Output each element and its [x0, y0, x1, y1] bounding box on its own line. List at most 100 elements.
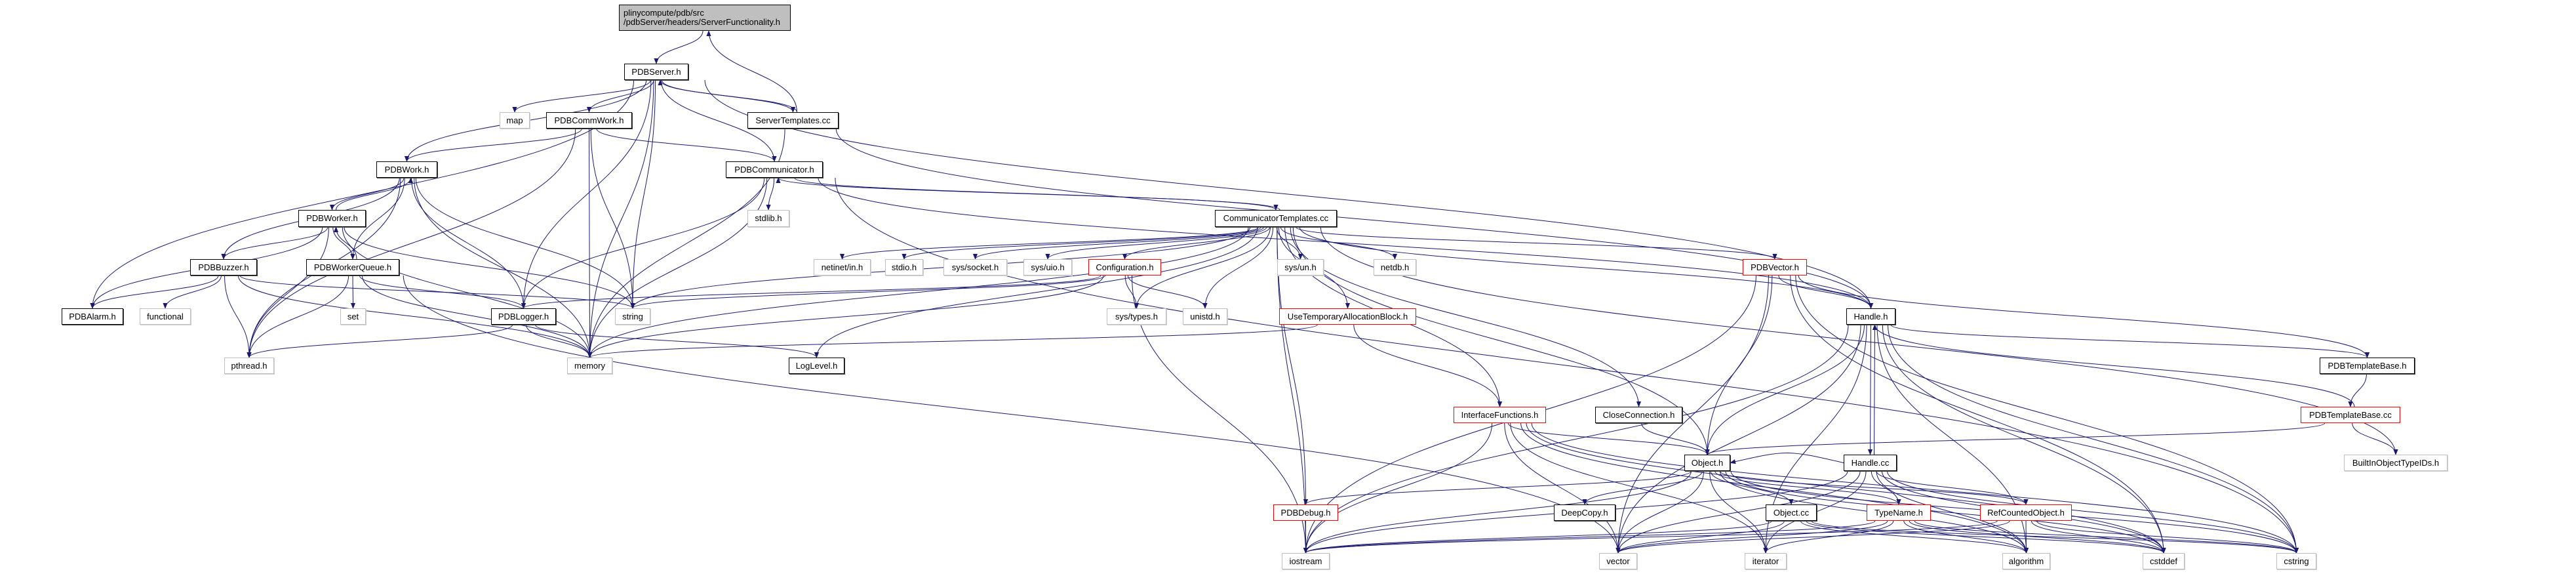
node-stdlib[interactable]: stdlib.h — [747, 210, 789, 227]
node-pdblogger[interactable]: PDBLogger.h — [491, 308, 556, 325]
edge-objecth-to-iostream — [1303, 470, 1692, 554]
node-sysuio[interactable]: sys/uio.h — [1023, 259, 1072, 276]
node-pdbdebug[interactable]: PDBDebug.h — [1273, 504, 1338, 521]
node-vector[interactable]: vector — [1599, 553, 1637, 569]
edge-objecth-to-refcounted — [1719, 470, 2029, 505]
edge-servertemplates-to-handleh — [835, 128, 1874, 309]
node-label: plinycompute/pdb/src/pdbServer/headers/S… — [624, 8, 780, 27]
node-netdb[interactable]: netdb.h — [1374, 259, 1416, 276]
edge-pdbvector-to-cstring — [1795, 275, 2299, 554]
node-label: netinet/in.h — [821, 262, 863, 272]
node-label: iterator — [1752, 556, 1779, 566]
node-deepcopy[interactable]: DeepCopy.h — [1554, 504, 1615, 521]
node-netinet[interactable]: netinet/in.h — [814, 259, 871, 276]
edge-objectcc-to-cstddef — [1806, 520, 2166, 554]
node-syssocket[interactable]: sys/socket.h — [943, 259, 1007, 276]
node-communicatortemplates[interactable]: CommunicatorTemplates.cc — [1215, 210, 1337, 227]
edge-pdbserver-to-pdblogger — [521, 79, 652, 309]
node-iterator[interactable]: iterator — [1745, 553, 1787, 569]
node-handleh[interactable]: Handle.h — [1846, 308, 1895, 325]
edge-communicatortemplates-to-pdbvector — [1295, 226, 1777, 260]
edge-interfacefunctions-to-cstring — [1531, 422, 2299, 554]
node-typename[interactable]: TypeName.h — [1867, 504, 1931, 521]
node-algorithm[interactable]: algorithm — [2002, 553, 2050, 569]
node-string[interactable]: string — [615, 308, 650, 325]
edge-pdbcommwork-to-memory — [587, 128, 593, 358]
edge-communicatortemplates-to-netinet — [840, 226, 1259, 260]
node-label: PDBWorkerQueue.h — [313, 262, 392, 272]
edge-objecth-to-pdbdebug — [1303, 470, 1692, 505]
edge-interfacefunctions-to-iterator — [1510, 422, 1768, 554]
node-map[interactable]: map — [500, 112, 530, 129]
node-pdbbuzzer[interactable]: PDBBuzzer.h — [190, 259, 257, 276]
node-servertemplates[interactable]: ServerTemplates.cc — [747, 112, 839, 129]
edge-pdbtemplatebasecc-to-builtin — [2352, 422, 2398, 455]
node-pdbworkerqueue[interactable]: PDBWorkerQueue.h — [306, 259, 399, 276]
node-pthread[interactable]: pthread.h — [224, 358, 274, 374]
node-label: CommunicatorTemplates.cc — [1223, 213, 1329, 223]
node-label: stdio.h — [891, 262, 917, 272]
edge-handleh-to-pdbtemplatebaseh — [1890, 324, 2369, 358]
node-stdio[interactable]: stdio.h — [885, 259, 923, 276]
node-closeconnection[interactable]: CloseConnection.h — [1595, 407, 1682, 423]
node-systypes[interactable]: sys/types.h — [1107, 308, 1166, 325]
node-cstring[interactable]: cstring — [2276, 553, 2316, 569]
edge-typename-to-iterator — [1763, 520, 1894, 554]
edge-pdbwork-to-memory — [414, 177, 593, 358]
node-refcounted[interactable]: RefCountedObject.h — [1980, 504, 2072, 521]
node-label: BuiltInObjectTypeIDs.h — [2352, 457, 2440, 468]
node-usetemp[interactable]: UseTemporaryAllocationBlock.h — [1279, 308, 1416, 325]
node-builtin[interactable]: BuiltInObjectTypeIDs.h — [2344, 455, 2447, 471]
edge-pdbbuzzer-to-memory — [237, 275, 593, 358]
node-label: iostream — [1289, 556, 1322, 566]
node-functional[interactable]: functional — [140, 308, 191, 325]
edge-interfacefunctions-to-algorithm — [1520, 422, 2029, 554]
node-pdbalarm[interactable]: PDBAlarm.h — [62, 308, 123, 325]
node-label: sys/socket.h — [951, 262, 999, 272]
node-pdbserver[interactable]: PDBServer.h — [624, 64, 688, 80]
node-configuration[interactable]: Configuration.h — [1088, 259, 1161, 276]
edge-interfacefunctions-to-iostream — [1303, 422, 1493, 554]
edge-pdbserver-to-string — [630, 79, 656, 309]
node-handlecc[interactable]: Handle.cc — [1844, 455, 1897, 471]
node-label: PDBTemplateBase.cc — [2309, 409, 2392, 420]
node-label: PDBCommWork.h — [554, 115, 624, 125]
node-label: PDBLogger.h — [498, 311, 549, 321]
edge-handlecc-to-handleh — [1872, 324, 1878, 455]
edge-refcounted-to-iostream — [1303, 520, 1998, 554]
node-sysun[interactable]: sys/un.h — [1277, 259, 1324, 276]
node-pdbwork[interactable]: PDBWork.h — [376, 161, 437, 178]
node-pdbcommwork[interactable]: PDBCommWork.h — [546, 112, 632, 129]
edge-refcounted-to-cstddef — [2031, 520, 2166, 554]
node-label: PDBBuzzer.h — [198, 262, 249, 272]
node-pdbcommunicator[interactable]: PDBCommunicator.h — [726, 161, 823, 178]
edge-pdbcommunicator-to-pdblogger — [521, 177, 765, 309]
edge-typename-to-cstddef — [1909, 520, 2166, 554]
node-pdbtemplatebaseh[interactable]: PDBTemplateBase.h — [2320, 358, 2415, 374]
node-unistd[interactable]: unistd.h — [1183, 308, 1227, 325]
node-loglevel[interactable]: LogLevel.h — [789, 358, 844, 374]
node-pdbtemplatebasecc[interactable]: PDBTemplateBase.cc — [2301, 407, 2400, 423]
node-memory[interactable]: memory — [567, 358, 612, 374]
edge-typename-to-iostream — [1303, 520, 1876, 554]
edge-communicatortemplates-to-syssocket — [973, 226, 1265, 260]
node-label: PDBTemplateBase.h — [2328, 360, 2407, 371]
edge-pdbcommunicator-to-memory — [587, 177, 768, 358]
edge-objecth-to-iterator — [1709, 470, 1768, 554]
node-pdbvector[interactable]: PDBVector.h — [1743, 259, 1807, 276]
node-label: string — [622, 311, 643, 321]
edge-communicatortemplates-to-pdbdebug — [1277, 226, 1309, 505]
node-iostream[interactable]: iostream — [1282, 553, 1330, 569]
edge-handleh-to-vector — [1615, 324, 1861, 554]
node-objecth[interactable]: Object.h — [1684, 455, 1730, 471]
node-label: TypeName.h — [1874, 507, 1923, 518]
node-pdbworker[interactable]: PDBWorker.h — [298, 210, 366, 227]
node-set[interactable]: set — [340, 308, 366, 325]
node-label: Configuration.h — [1096, 262, 1154, 272]
node-objectcc[interactable]: Object.cc — [1766, 504, 1817, 521]
edge-handlecc-to-cstring — [1887, 470, 2299, 554]
edge-pdbwork-to-pdblogger — [411, 177, 526, 309]
node-cstddef[interactable]: cstddef — [2143, 553, 2185, 569]
node-interfacefunctions[interactable]: InterfaceFunctions.h — [1454, 407, 1546, 423]
edge-handlecc-to-vector — [1615, 470, 1861, 554]
